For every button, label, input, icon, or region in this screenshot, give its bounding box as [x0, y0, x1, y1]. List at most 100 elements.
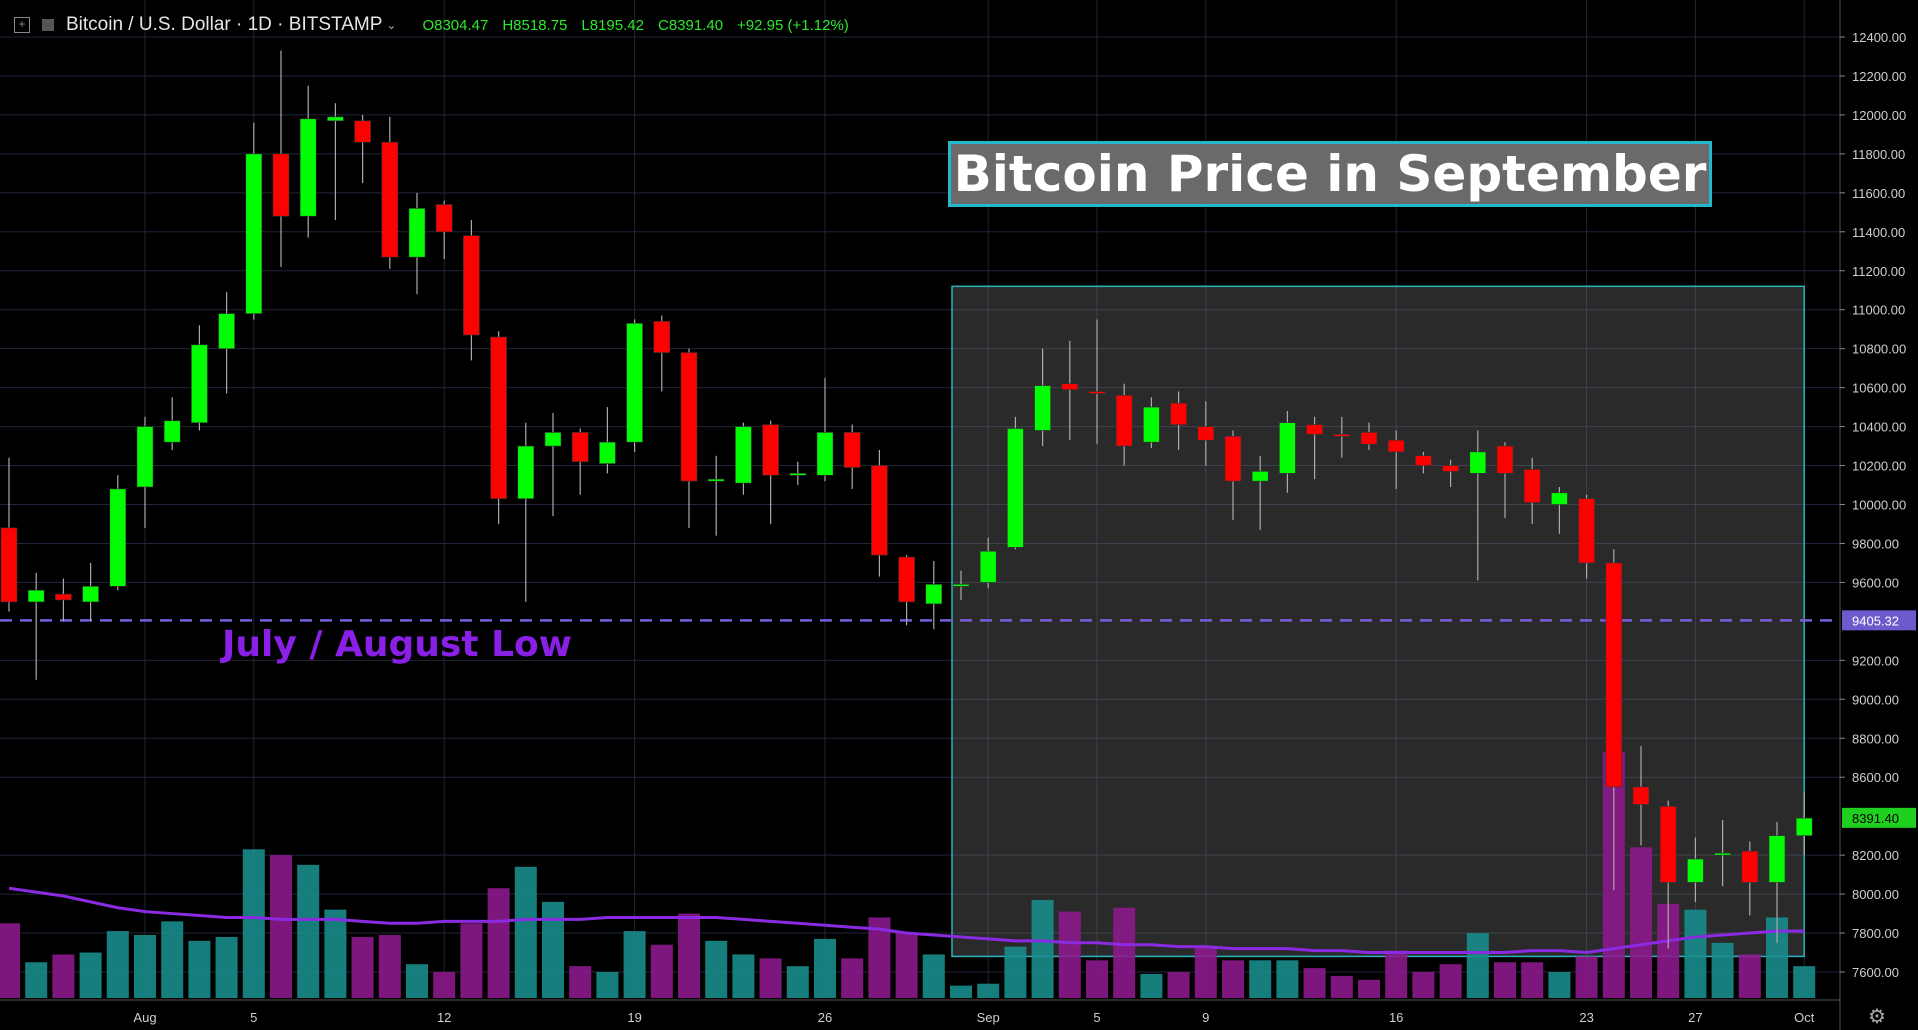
volume-bar [814, 938, 836, 998]
close-value: C8391.40 [657, 16, 724, 34]
candle [1279, 422, 1296, 474]
volume-bar [188, 940, 211, 998]
price-tick-label: 8800.00 [1852, 731, 1899, 746]
volume-bar [1194, 946, 1217, 998]
candle [789, 473, 807, 476]
candle [1523, 469, 1541, 503]
high-value: H8518.75 [502, 16, 568, 34]
price-tick-label: 11800.00 [1852, 147, 1905, 162]
candle [871, 465, 888, 556]
volume-bar [1793, 966, 1816, 998]
volume-bar [106, 931, 129, 998]
candle [1578, 498, 1595, 564]
volume-bar [487, 888, 510, 998]
candle [653, 321, 671, 353]
volume-bar [1575, 956, 1598, 998]
candle [843, 432, 861, 468]
price-tick-label: 12400.00 [1852, 30, 1906, 45]
volume-ma-line [8, 886, 1805, 955]
time-tick-label: 27 [1688, 1010, 1702, 1025]
candle [218, 313, 235, 349]
volume-bar [569, 966, 592, 998]
support-label: July / August Low [222, 624, 573, 665]
volume-bar [678, 913, 700, 998]
time-tick-label: 9 [1202, 1010, 1209, 1025]
candle [327, 116, 344, 122]
volume-bar [759, 958, 782, 998]
candle [136, 426, 154, 488]
gear-icon[interactable]: ⚙ [1868, 1006, 1886, 1028]
candle [1469, 451, 1487, 474]
candle [1007, 428, 1024, 548]
volume-bar [297, 864, 320, 998]
volume-bar [1630, 847, 1652, 998]
price-tick-label: 8200.00 [1852, 848, 1899, 863]
price-tick-label: 11000.00 [1852, 303, 1905, 318]
volume-bar [895, 933, 918, 998]
volume-bar [1521, 962, 1544, 998]
candle [979, 550, 997, 583]
candle [1224, 436, 1242, 482]
price-tick-label: 10200.00 [1852, 459, 1906, 474]
candle [1360, 432, 1378, 445]
chevron-down-icon[interactable]: ⌄ [386, 18, 397, 32]
volume-bar [1222, 960, 1244, 998]
candle [517, 445, 535, 499]
volume-bar [950, 985, 972, 998]
chart-title-box: Bitcoin Price in September [948, 141, 1712, 207]
candle [1659, 806, 1677, 883]
volume-bar [650, 944, 673, 998]
candle [1306, 424, 1323, 435]
volume-bar [514, 866, 537, 998]
candle [381, 141, 399, 258]
candle [245, 153, 263, 314]
price-axis [1840, 0, 1918, 1030]
candle [1496, 445, 1514, 474]
symbol-label[interactable]: Bitcoin / U.S. Dollar · 1D · BITSTAMP [66, 14, 383, 35]
volume-bar [1113, 907, 1136, 998]
time-tick-label: Oct [1794, 1010, 1815, 1025]
expand-icon[interactable]: + [14, 17, 30, 33]
price-tick-label: 8000.00 [1852, 887, 1899, 902]
candle [408, 208, 426, 258]
volume-bar [1303, 968, 1326, 998]
volume-bar [1140, 973, 1163, 998]
support-price-label: 9405.32 [1852, 613, 1899, 628]
price-tick-label: 11600.00 [1852, 186, 1905, 201]
candle [1768, 835, 1786, 883]
candle [435, 204, 453, 233]
time-tick-label: 5 [250, 1010, 257, 1025]
candle [544, 432, 562, 447]
candle [1415, 455, 1432, 466]
volume-bar [623, 931, 646, 998]
price-tick-label: 12000.00 [1852, 108, 1906, 123]
candle [55, 593, 72, 601]
volume-bar [922, 954, 945, 998]
volume-bar [79, 952, 102, 998]
volume-bar [25, 962, 48, 998]
candle [0, 527, 18, 603]
candle [680, 352, 698, 482]
candle [109, 488, 127, 587]
price-tick-label: 8600.00 [1852, 770, 1899, 785]
candle [1034, 385, 1051, 431]
time-tick-label: 23 [1579, 1010, 1593, 1025]
time-tick-label: 16 [1389, 1010, 1403, 1025]
price-tick-label: 10600.00 [1852, 381, 1906, 396]
volume-bar [52, 954, 75, 998]
candle [463, 235, 480, 336]
price-tick-label: 9200.00 [1852, 653, 1899, 668]
price-tick-label: 7600.00 [1852, 965, 1899, 980]
volume-bar [1330, 975, 1353, 998]
volume-bar [1466, 933, 1489, 998]
volume-bar [841, 958, 864, 998]
volume-bar [1249, 960, 1272, 998]
candle [1333, 434, 1351, 437]
candle [490, 336, 507, 499]
candle [82, 586, 99, 603]
volume-bar [406, 964, 428, 998]
candle [1551, 492, 1568, 505]
volume-bar [1358, 979, 1380, 998]
candle [1795, 817, 1813, 836]
